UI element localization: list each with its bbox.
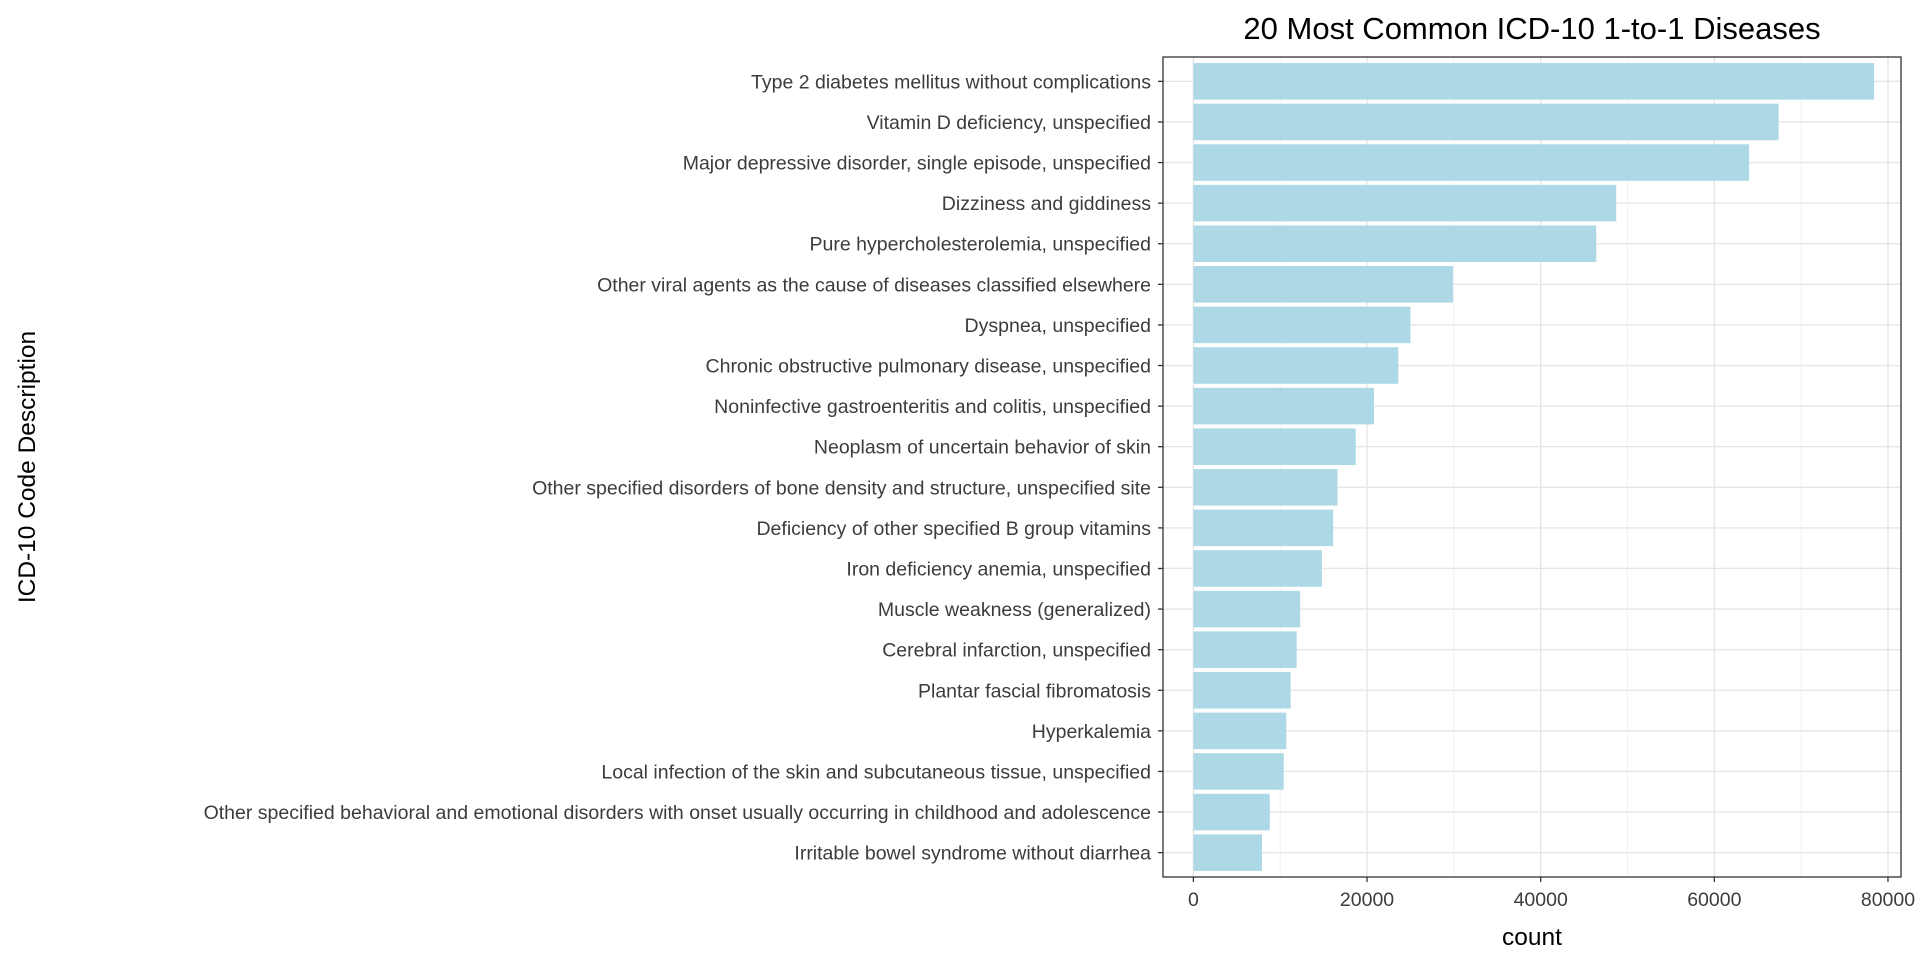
x-axis-title: count — [1502, 924, 1562, 951]
y-tick-label: Local infection of the skin and subcutan… — [601, 761, 1151, 783]
y-tick-label: Chronic obstructive pulmonary disease, u… — [706, 356, 1151, 378]
x-tick-label: 0 — [1188, 889, 1199, 911]
y-tick-label: Vitamin D deficiency, unspecified — [867, 112, 1151, 134]
bar — [1193, 387, 1374, 425]
bar — [1193, 793, 1270, 831]
y-axis-ticks: Type 2 diabetes mellitus without complic… — [204, 71, 1163, 865]
bar — [1193, 753, 1284, 790]
bar — [1193, 347, 1399, 384]
bar — [1193, 103, 1779, 141]
bar — [1193, 63, 1875, 100]
bar — [1193, 428, 1356, 465]
x-tick-label: 20000 — [1340, 889, 1394, 911]
y-tick-label: Other specified behavioral and emotional… — [204, 802, 1151, 824]
y-tick-label: Type 2 diabetes mellitus without complic… — [751, 71, 1151, 93]
plot-panel-border — [1162, 56, 1902, 878]
bars — [1193, 63, 1875, 871]
x-axis-ticks: 0 20000 40000 60000 80000 — [1188, 877, 1915, 911]
y-tick-label: Pure hypercholesterolemia, unspecified — [810, 234, 1151, 256]
y-tick-label: Plantar fascial fibromatosis — [918, 680, 1151, 702]
y-tick-label: Other specified disorders of bone densit… — [532, 477, 1151, 499]
bar — [1193, 144, 1750, 181]
y-tick-label: Muscle weakness (generalized) — [878, 599, 1151, 621]
x-tick-label: 60000 — [1687, 889, 1741, 911]
y-tick-label: Dizziness and giddiness — [942, 193, 1151, 215]
bar — [1193, 834, 1262, 871]
y-axis-title: ICD-10 Code Description — [14, 331, 41, 603]
x-tick-label: 40000 — [1514, 889, 1568, 911]
bar — [1193, 184, 1617, 222]
y-tick-label: Hyperkalemia — [1032, 721, 1151, 743]
x-tick-label: 80000 — [1861, 889, 1915, 911]
bar — [1193, 672, 1291, 709]
bar — [1193, 225, 1597, 262]
y-tick-label: Cerebral infarction, unspecified — [882, 640, 1151, 662]
chart-title: 20 Most Common ICD-10 1-to-1 Diseases — [1243, 11, 1820, 46]
bar — [1193, 590, 1301, 628]
bar — [1193, 550, 1322, 587]
bar — [1193, 631, 1297, 668]
y-tick-label: Dyspnea, unspecified — [965, 315, 1151, 337]
y-tick-label: Other viral agents as the cause of disea… — [597, 274, 1151, 296]
bar — [1193, 509, 1334, 547]
bar — [1193, 469, 1338, 506]
y-tick-label: Major depressive disorder, single episod… — [683, 153, 1151, 175]
y-tick-label: Noninfective gastroenteritis and colitis… — [714, 396, 1151, 418]
y-tick-label: Irritable bowel syndrome without diarrhe… — [794, 843, 1151, 865]
bar — [1193, 306, 1411, 344]
y-tick-label: Neoplasm of uncertain behavior of skin — [814, 437, 1151, 459]
bar — [1193, 712, 1287, 750]
y-tick-label: Iron deficiency anemia, unspecified — [846, 558, 1151, 580]
bar — [1193, 266, 1453, 303]
y-tick-label: Deficiency of other specified B group vi… — [756, 518, 1151, 540]
